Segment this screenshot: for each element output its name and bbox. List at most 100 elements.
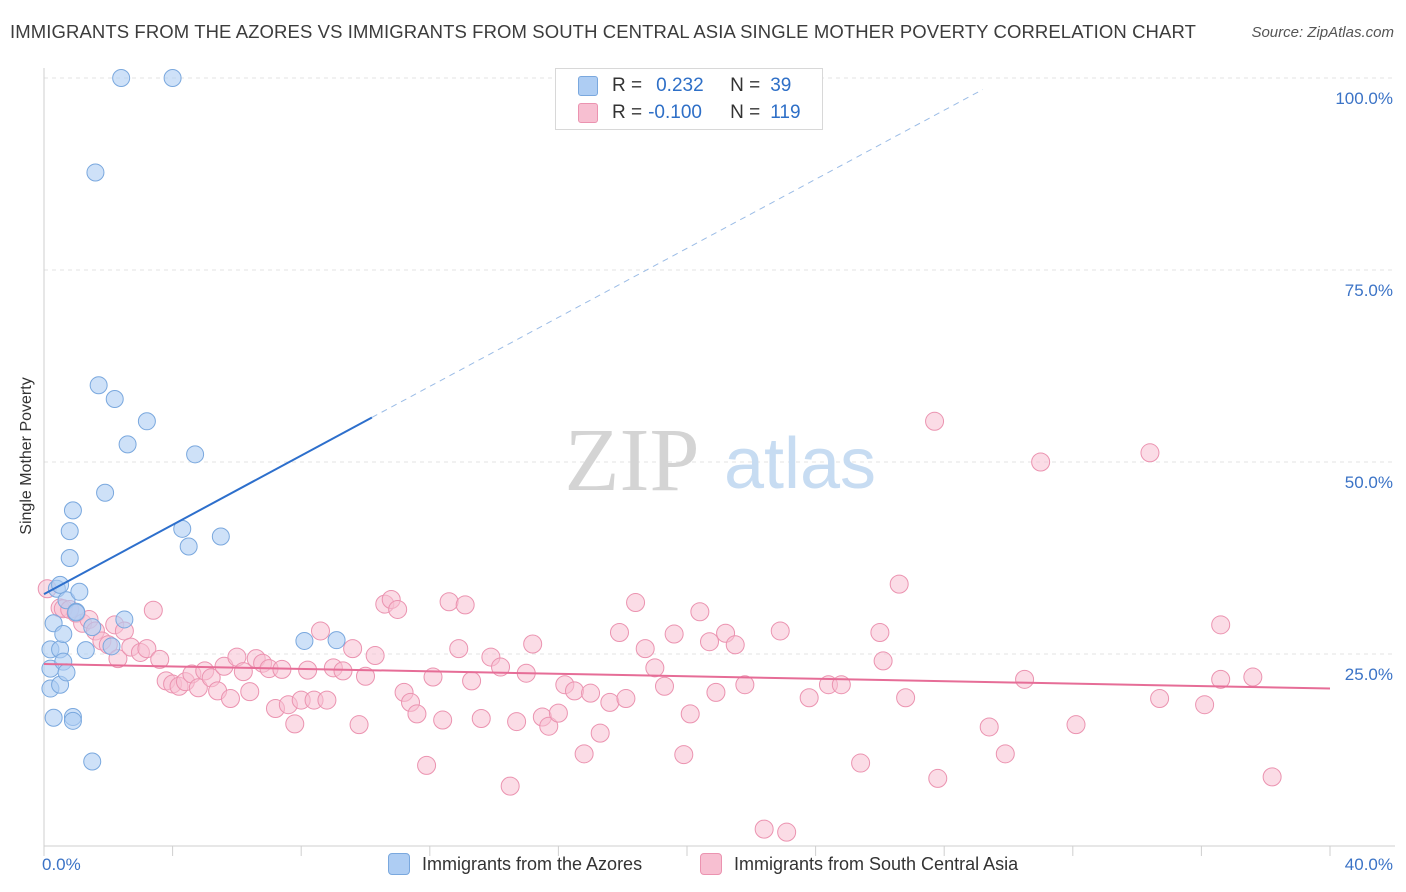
data-point-blue	[118, 435, 137, 454]
data-point-pink	[590, 723, 610, 743]
data-point-pink	[600, 692, 620, 712]
legend-r-pink: -0.100	[648, 102, 702, 123]
data-point-blue	[57, 591, 76, 610]
data-point-pink	[150, 649, 170, 669]
data-point-pink	[439, 592, 459, 612]
data-point-blue	[295, 631, 314, 650]
trend-line-blue-extension	[371, 89, 984, 418]
data-point-pink	[873, 651, 893, 671]
data-point-pink	[1015, 669, 1035, 689]
gridlines	[44, 77, 1395, 655]
data-point-blue	[60, 522, 79, 541]
chart-title: IMMIGRANTS FROM THE AZORES VS IMMIGRANTS…	[10, 21, 1196, 42]
data-point-pink	[471, 709, 491, 729]
data-point-pink	[635, 639, 655, 659]
legend-row-pink: R = -0.100 N = 119	[578, 101, 801, 125]
data-point-blue	[112, 69, 131, 87]
correlation-legend: R = 0.232 N = 39 R = -0.100 N = 119	[555, 68, 823, 130]
legend-n-blue: 39	[770, 75, 792, 96]
data-point-pink	[491, 657, 511, 677]
data-point-pink	[725, 635, 745, 655]
data-point-pink	[654, 676, 674, 696]
data-point-blue	[83, 618, 102, 637]
data-point-pink	[754, 819, 774, 839]
data-point-blue	[57, 663, 76, 682]
bottom-legend-label-pink: Immigrants from South Central Asia	[734, 853, 1019, 874]
watermark: ZIP atlas	[565, 411, 877, 510]
data-point-blue	[86, 163, 105, 182]
data-point-pink	[896, 688, 916, 708]
data-point-pink	[1211, 669, 1231, 689]
data-point-pink	[356, 666, 375, 686]
legend-r-label: R =	[612, 75, 643, 96]
data-point-pink	[609, 622, 629, 642]
data-point-pink	[1031, 452, 1051, 472]
data-point-pink	[423, 667, 443, 687]
data-point-pink	[680, 704, 700, 724]
data-point-pink	[333, 661, 353, 681]
data-point-blue	[105, 390, 124, 409]
trend-line-blue	[43, 416, 373, 595]
data-point-pink	[735, 675, 755, 695]
legend-n-pink: 119	[770, 102, 801, 123]
data-point-pink	[1243, 667, 1263, 687]
data-point-pink	[310, 621, 330, 641]
data-point-pink	[995, 744, 1015, 764]
data-point-pink	[507, 712, 527, 732]
y-tick-label: 50.0%	[1345, 473, 1393, 492]
data-point-blue	[54, 625, 73, 644]
data-point-pink	[343, 639, 363, 659]
data-point-pink	[220, 689, 240, 709]
data-point-pink	[979, 717, 999, 737]
y-tick-label: 25.0%	[1345, 665, 1393, 684]
data-point-blue	[63, 711, 82, 730]
data-point-blue	[63, 501, 82, 520]
data-point-pink	[928, 768, 948, 788]
data-point-pink	[1150, 689, 1170, 709]
legend-n-label: N =	[730, 75, 761, 96]
data-point-pink	[407, 704, 427, 724]
data-point-pink	[564, 681, 584, 701]
legend-row-blue: R = 0.232 N = 39	[578, 74, 791, 98]
bottom-legend-blue: Immigrants from the Azores	[388, 851, 642, 877]
data-point-pink	[851, 753, 871, 773]
data-point-pink	[777, 822, 797, 842]
data-point-pink	[240, 682, 260, 702]
data-point-pink	[388, 599, 408, 619]
data-point-pink	[317, 690, 337, 710]
data-point-pink	[799, 688, 819, 708]
bottom-legend-label-blue: Immigrants from the Azores	[422, 853, 643, 874]
y-tick-label: 100.0%	[1335, 89, 1393, 108]
data-point-pink	[925, 411, 945, 431]
data-point-pink	[1195, 695, 1215, 715]
data-point-pink	[523, 634, 543, 654]
data-point-pink	[1211, 615, 1231, 635]
data-point-blue	[96, 483, 115, 502]
axes	[43, 68, 1395, 856]
data-point-pink	[664, 624, 684, 644]
data-point-blue	[60, 549, 79, 567]
data-point-pink	[455, 595, 475, 615]
legend-r-label: R =	[612, 102, 643, 123]
data-point-pink	[889, 574, 909, 594]
bottom-legend-swatch-blue	[388, 853, 410, 875]
bottom-legend-pink: Immigrants from South Central Asia	[700, 851, 1018, 877]
legend-swatch-blue	[578, 76, 598, 96]
data-point-pink	[417, 755, 437, 775]
trend-lines	[43, 89, 1331, 690]
data-point-pink	[1262, 767, 1282, 787]
data-point-pink	[539, 716, 559, 736]
data-point-blue	[211, 527, 230, 546]
data-point-blue	[186, 445, 205, 464]
x-tick-label: 0.0%	[42, 855, 81, 874]
data-point-blue	[327, 631, 346, 650]
trend-line-pink	[43, 662, 1331, 690]
data-point-pink	[462, 671, 482, 691]
data-point-pink	[674, 745, 694, 765]
data-point-pink	[143, 600, 163, 620]
watermark-zip: ZIP	[565, 411, 700, 510]
data-point-blue	[163, 69, 182, 87]
data-point-blue	[102, 637, 121, 656]
data-point-pink	[870, 622, 890, 642]
data-point-pink	[449, 639, 469, 659]
